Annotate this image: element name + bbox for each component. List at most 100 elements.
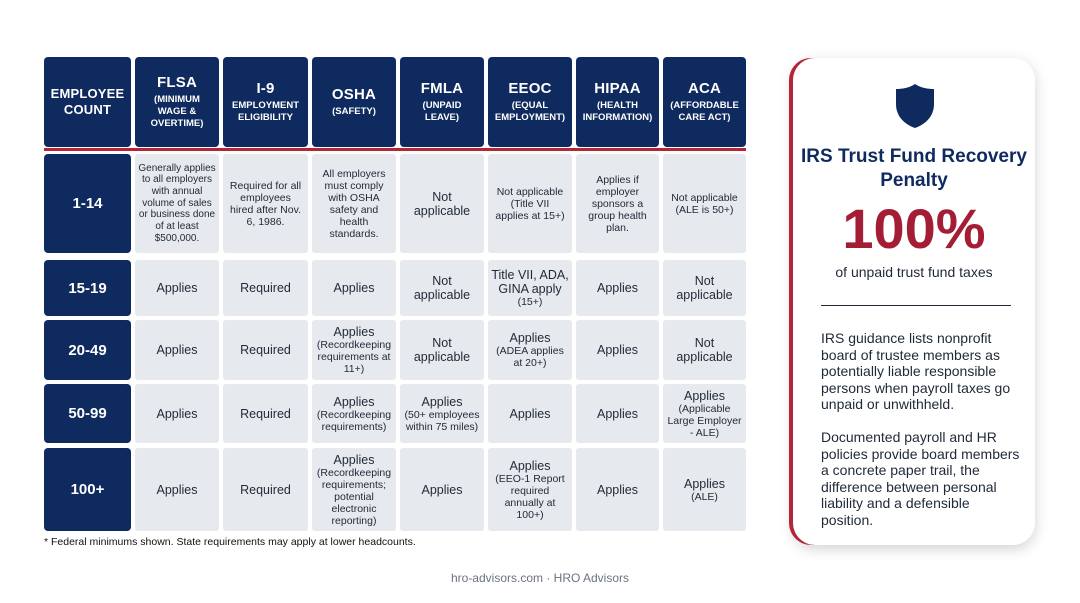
cell-100-plus-osha: Applies (Recordkeeping requirements; pot… (312, 448, 396, 531)
cell-main: Applies (333, 281, 375, 295)
footnote: * Federal minimums shown. State requirem… (44, 536, 416, 548)
cell-50-99-aca: Applies (Applicable Large Employer - ALE… (663, 384, 746, 443)
cell-main: Required for all employees hired after N… (229, 179, 302, 228)
cell-50-99-hipaa: Applies (576, 384, 659, 443)
cell-note: (Recordkeeping requirements at 11+) (316, 339, 392, 375)
cell-20-49-fmla: Not applicable (400, 320, 484, 380)
cell-main: Not applicable (413, 189, 471, 218)
cell-15-19-i9: Required (223, 260, 308, 316)
cell-note: Generally applies to all employers with … (138, 162, 216, 244)
cell-main: Not applicable (413, 336, 471, 364)
cell-20-49-aca: Not applicable (663, 320, 746, 380)
cell-main: Applies (333, 325, 375, 339)
source-line: hro-advisors.com · HRO Advisors (450, 571, 630, 585)
shield-icon (896, 84, 934, 128)
cell-note: (Recordkeeping requirements) (316, 408, 392, 433)
header-title: OSHA (331, 86, 377, 103)
header-title: ACA (687, 80, 722, 97)
cell-main: Applies (156, 343, 198, 357)
cell-15-19-fmla: Not applicable (400, 260, 484, 316)
header-subtitle: (MINIMUM WAGE & OVERTIME) (150, 94, 204, 129)
cell-main: Applies (333, 394, 375, 409)
cell-15-19-aca: Not applicable (663, 260, 746, 316)
header-subtitle: (UNPAID LEAVE) (422, 100, 462, 123)
cell-100-plus-fmla: Applies (400, 448, 484, 531)
cell-main: Applies (156, 406, 198, 421)
cell-main: Not applicable (676, 336, 733, 364)
cell-note: (Applicable Large Employer - ALE) (667, 402, 742, 439)
header-subtitle: (SAFETY) (332, 106, 376, 117)
cell-main: Required (240, 482, 291, 497)
cell-main: All employers must comply with OSHA safe… (322, 167, 386, 240)
header-fmla: FMLA (UNPAID LEAVE) (400, 57, 484, 147)
cell-15-19-osha: Applies (312, 260, 396, 316)
card-paragraph-1: IRS guidance lists nonprofit board of tr… (821, 330, 1011, 412)
cell-1-14-osha: All employers must comply with OSHA safe… (312, 154, 396, 253)
cell-20-49-eeoc: Applies (ADEA applies at 20+) (488, 320, 572, 380)
cell-1-14-eeoc: Not applicable (Title VII applies at 15+… (488, 154, 572, 253)
cell-15-19-hipaa: Applies (576, 260, 659, 316)
row-label-1-14: 1-14 (44, 154, 131, 253)
cell-50-99-flsa: Applies (135, 384, 219, 443)
header-employee-count: EMPLOYEE COUNT (44, 57, 131, 147)
cell-main: Required (240, 343, 291, 357)
cell-note: (Recordkeeping requirements; potential e… (316, 466, 392, 527)
cell-50-99-eeoc: Applies (488, 384, 572, 443)
cell-50-99-fmla: Applies (50+ employees within 75 miles) (400, 384, 484, 443)
row-label-20-49: 20-49 (44, 320, 131, 380)
header-title: HIPAA (594, 80, 641, 97)
header-subtitle: (EQUAL EMPLOYMENT) (494, 100, 566, 123)
header-title: EEOC (508, 80, 552, 97)
header-divider (44, 148, 746, 151)
cell-main: Applies (509, 458, 551, 473)
cell-main: Applies (421, 394, 463, 409)
cell-main: Title VII, ADA, GINA apply (491, 268, 569, 296)
header-title: FLSA (157, 74, 197, 91)
cell-main: Required (240, 281, 291, 295)
cell-note: (EEO-1 Report required annually at 100+) (495, 472, 565, 521)
cell-main: Applies if employer sponsors a group hea… (588, 173, 647, 234)
card-subtitle: of unpaid trust fund taxes (835, 264, 993, 280)
cell-100-plus-hipaa: Applies (576, 448, 659, 531)
irs-penalty-card: IRS Trust Fund Recovery Penalty 100% of … (793, 58, 1035, 545)
cell-100-plus-aca: Applies (ALE) (663, 448, 746, 531)
cell-20-49-osha: Applies (Recordkeeping requirements at 1… (312, 320, 396, 380)
cell-15-19-flsa: Applies (135, 260, 219, 316)
cell-100-plus-eeoc: Applies (EEO-1 Report required annually … (488, 448, 572, 531)
cell-note: (Title VII applies at 15+) (495, 197, 565, 222)
cell-1-14-flsa: Generally applies to all employers with … (135, 154, 219, 253)
cell-1-14-aca: Not applicable (ALE is 50+) (663, 154, 746, 253)
row-label-50-99: 50-99 (44, 384, 131, 443)
cell-main: Applies (156, 482, 198, 497)
cell-main: Applies (597, 281, 638, 295)
cell-note: (ALE) (691, 490, 718, 503)
compliance-table: EMPLOYEE COUNT FLSA (MINIMUM WAGE & OVER… (44, 57, 746, 533)
card-divider (821, 305, 1011, 306)
cell-main: Not applicable (676, 274, 733, 302)
cell-20-49-i9: Required (223, 320, 308, 380)
row-label-15-19: 15-19 (44, 260, 131, 316)
cell-note: (ADEA applies at 20+) (496, 345, 564, 369)
cell-100-plus-flsa: Applies (135, 448, 219, 531)
cell-main: Not applicable (496, 185, 564, 198)
cell-main: Applies (597, 482, 638, 497)
card-paragraph-2: Documented payroll and HR policies provi… (821, 429, 1020, 528)
header-subtitle: (AFFORDABLE CARE ACT) (670, 100, 739, 123)
cell-main: Applies (684, 476, 725, 491)
cell-main: Applies (509, 331, 551, 345)
cell-main: Not applicable (671, 191, 738, 204)
cell-main: Applies (156, 281, 198, 295)
cell-note: (15+) (517, 296, 543, 308)
header-hipaa: HIPAA (HEALTH INFORMATION) (576, 57, 659, 147)
cell-15-19-eeoc: Title VII, ADA, GINA apply (15+) (488, 260, 572, 316)
header-title: EMPLOYEE COUNT (50, 86, 125, 117)
cell-50-99-i9: Required (223, 384, 308, 443)
header-flsa: FLSA (MINIMUM WAGE & OVERTIME) (135, 57, 219, 147)
header-title: FMLA (420, 80, 464, 97)
cell-20-49-flsa: Applies (135, 320, 219, 380)
row-label-100-plus: 100+ (44, 448, 131, 531)
header-title: I-9 (256, 80, 275, 97)
cell-main: Applies (684, 388, 725, 403)
card-title: IRS Trust Fund Recovery Penalty (801, 146, 1027, 191)
header-i9: I-9 EMPLOYMENT ELIGIBILITY (223, 57, 308, 147)
